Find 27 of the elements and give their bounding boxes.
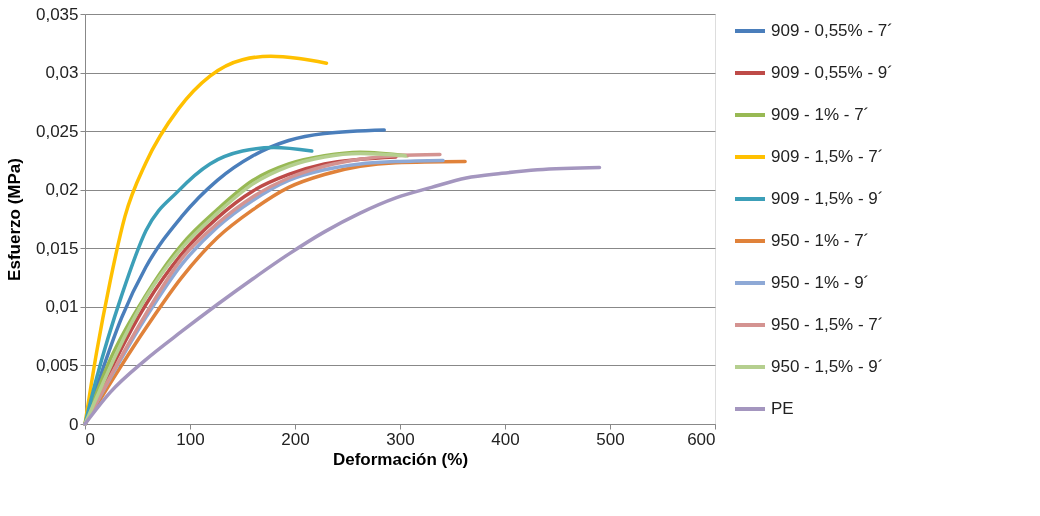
x-tick-label: 0 (85, 429, 95, 449)
legend-label: 950 - 1% - 9´ (771, 273, 870, 292)
y-tick-label: 0,03 (45, 63, 79, 83)
x-tick-label: 400 (491, 429, 520, 449)
legend-label: 909 - 1% - 7´ (771, 105, 870, 124)
x-axis-title: Deformación (%) (332, 449, 469, 469)
x-tick-label: 300 (386, 429, 415, 449)
x-tick-label: 200 (281, 429, 310, 449)
y-tick-label: 0,01 (45, 297, 79, 317)
legend-label: 909 - 0,55% - 9´ (771, 63, 893, 82)
y-tick-label: 0,02 (45, 180, 79, 200)
x-tick-label: 500 (596, 429, 625, 449)
legend-label: PE (771, 399, 794, 418)
y-tick-label: 0,015 (35, 238, 79, 258)
y-tick-label: 0,035 (35, 4, 79, 24)
legend-label: 950 - 1,5% - 7´ (771, 315, 884, 334)
legend-label: 909 - 1,5% - 7´ (771, 147, 884, 166)
legend-label: 909 - 0,55% - 7´ (771, 21, 893, 40)
legend-label: 909 - 1,5% - 9´ (771, 189, 884, 208)
y-tick-label: 0,025 (35, 121, 79, 141)
x-tick-label: 600 (687, 429, 716, 449)
y-tick-label: 0 (69, 414, 79, 434)
y-tick-label: 0,005 (35, 355, 79, 375)
legend-label: 950 - 1,5% - 9´ (771, 357, 884, 376)
x-tick-label: 100 (176, 429, 205, 449)
y-axis-title: Esfuerzo (MPa) (4, 158, 24, 281)
legend-label: 950 - 1% - 7´ (771, 231, 870, 250)
